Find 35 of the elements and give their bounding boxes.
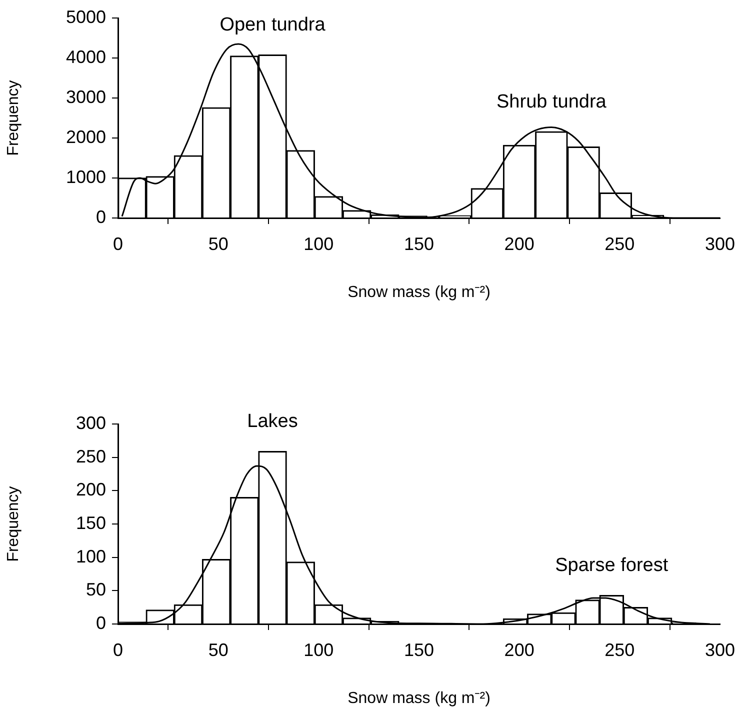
y-tick-label: 2000 <box>66 126 106 147</box>
y-axis-title: Frequency <box>5 486 22 562</box>
y-tick-label: 50 <box>86 580 106 600</box>
x-tick-label: 150 <box>404 640 434 660</box>
x-axis-title: Snow mass (kg m⁻²) <box>348 690 490 707</box>
y-tick-label: 0 <box>96 612 106 633</box>
series-label: Open tundra <box>220 14 326 36</box>
y-axis-title: Frequency <box>5 80 22 156</box>
x-tick-label: 100 <box>304 234 334 254</box>
y-tick-label: 1000 <box>66 166 106 187</box>
y-tick-label: 3000 <box>66 86 106 107</box>
y-tick-label: 0 <box>96 206 106 227</box>
series-label: Shrub tundra <box>496 91 607 112</box>
x-tick-label: 100 <box>304 640 334 660</box>
y-tick-label: 200 <box>76 480 106 500</box>
y-tick-label: 250 <box>76 446 106 466</box>
x-tick-label: 300 <box>704 640 736 660</box>
y-tick-label: 4000 <box>66 46 106 67</box>
series-label: Sparse forest <box>555 555 669 576</box>
x-axis-title: Snow mass (kg m⁻²) <box>348 284 490 301</box>
series-label: Lakes <box>247 411 298 432</box>
x-tick-label: 300 <box>704 234 736 254</box>
y-tick-label: 100 <box>76 546 106 566</box>
x-tick-label: 200 <box>504 640 534 660</box>
x-tick-label: 150 <box>404 234 434 254</box>
x-tick-label: 0 <box>112 234 124 254</box>
y-tick-label: 300 <box>76 412 106 433</box>
x-tick-label: 0 <box>112 640 124 660</box>
x-tick-label: 50 <box>208 234 228 254</box>
x-tick-label: 50 <box>208 640 228 660</box>
x-tick-label: 250 <box>604 640 635 660</box>
x-tick-label: 200 <box>504 234 534 254</box>
y-tick-label: 150 <box>76 512 106 533</box>
x-tick-label: 250 <box>604 234 635 254</box>
y-tick-label: 5000 <box>66 6 106 27</box>
